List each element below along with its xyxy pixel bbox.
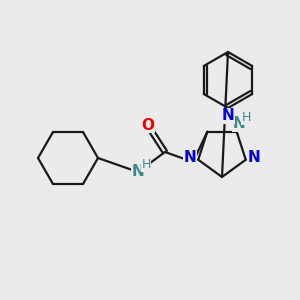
Text: N: N — [184, 150, 197, 165]
Text: H: H — [141, 158, 151, 172]
Text: H: H — [242, 111, 251, 124]
Text: O: O — [142, 118, 154, 133]
Text: N: N — [232, 116, 245, 131]
Text: N: N — [248, 150, 260, 165]
Text: N: N — [222, 109, 234, 124]
Text: N: N — [132, 164, 144, 179]
